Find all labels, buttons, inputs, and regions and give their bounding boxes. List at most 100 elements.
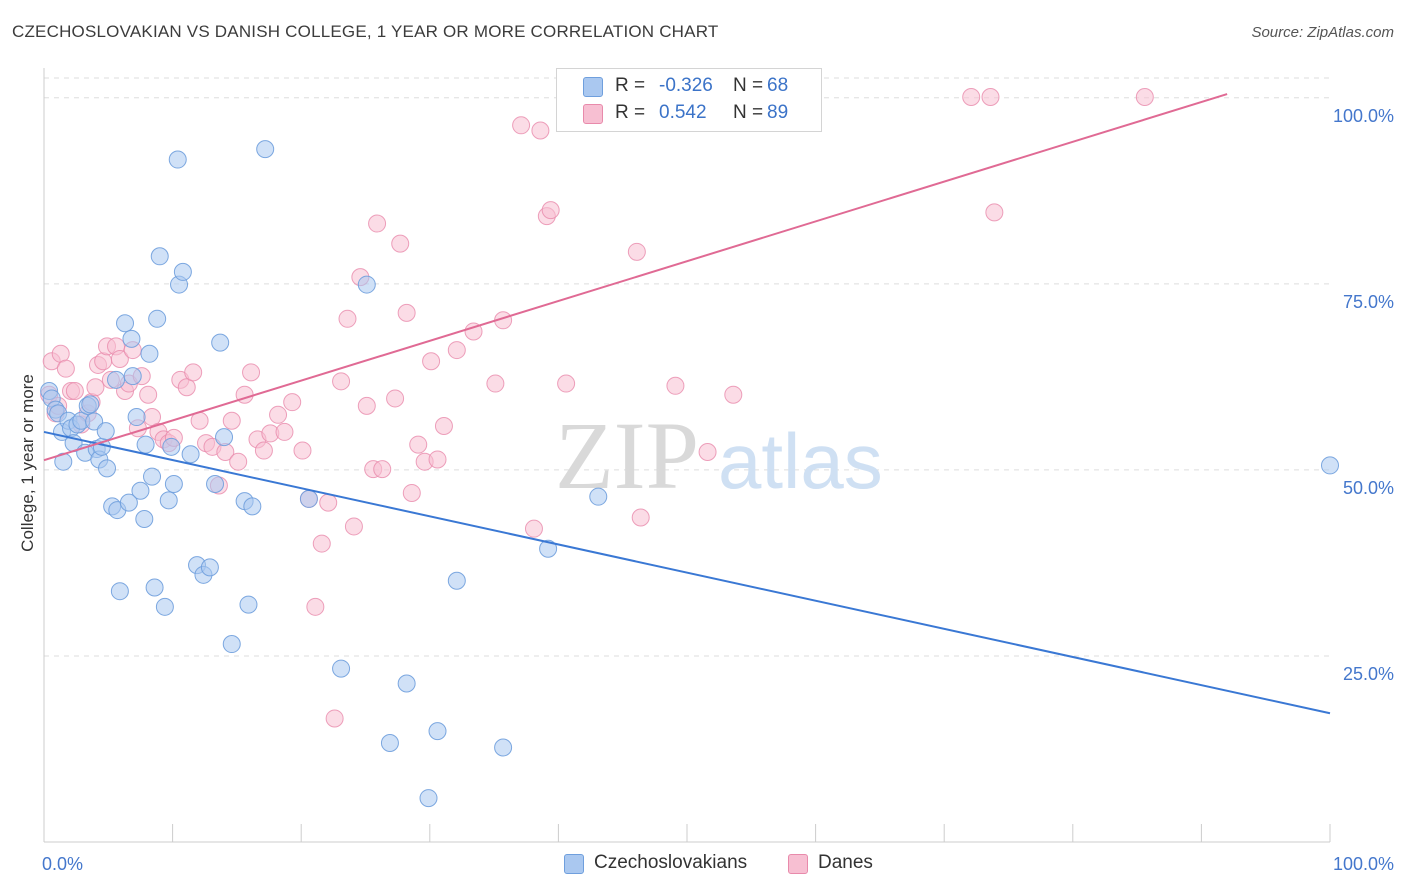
danes-point-44 [269,405,288,424]
danes-point-57 [357,396,376,415]
danes-point-61 [386,389,405,408]
danes-point-68 [428,450,447,469]
danes-point-76 [531,121,550,140]
danes-point-72 [486,374,505,393]
watermark-atlas: atlas [718,417,883,505]
danes-point-67 [422,352,441,371]
danes-point-63 [397,303,416,322]
danes-point-83 [698,443,717,462]
danes-r-label: R = [615,102,646,123]
danes-legend-swatch [788,854,808,874]
danes-point-11 [86,378,105,397]
czech-point-36 [150,247,169,266]
danes-n-value: 89 [767,102,789,123]
danes-point-53 [332,372,351,391]
danes-point-45 [275,422,294,441]
czech-point-48 [206,475,225,494]
czech-point-43 [173,262,192,281]
y-tick-label-25: 25.0% [1343,664,1394,684]
czech-point-51 [222,635,241,654]
czech-point-30 [135,510,154,529]
czech-point-47 [200,558,219,577]
danes-point-49 [306,597,325,616]
y-tick-label-75: 75.0% [1343,292,1394,312]
danes-point-42 [254,441,273,460]
czech-point-41 [168,150,187,169]
danes-point-59 [368,214,387,233]
danes-point-86 [981,88,1000,107]
danes-point-47 [293,441,312,460]
czech-point-29 [131,481,150,500]
czech-point-56 [299,489,318,508]
danes-point-71 [464,322,483,341]
czech-point-65 [539,539,558,558]
czech-point-18 [96,422,115,441]
czech-point-50 [215,428,234,447]
danes-point-31 [184,363,203,382]
czech-point-21 [107,370,126,389]
czech-point-60 [397,674,416,693]
czech-point-61 [419,789,438,808]
czech-point-34 [145,578,164,597]
czech-point-31 [136,435,155,454]
czech-point-57 [332,659,351,678]
czech-point-66 [589,487,608,506]
tick-labels: 25.0% 50.0% 75.0% 100.0% 0.0% 100.0% [42,106,1394,874]
danes-point-82 [666,376,685,395]
correlation-legend: R = -0.326 N = 68 R = 0.542 N = 89 [556,68,822,132]
danes-r-value: 0.542 [659,102,707,123]
czech-point-33 [143,467,162,486]
czech-point-63 [447,571,466,590]
danes-point-69 [434,416,453,435]
danes-point-79 [557,374,576,393]
danes-point-75 [524,519,543,538]
danes-point-51 [319,493,338,512]
czech-point-32 [140,344,159,363]
czech-point-40 [164,475,183,494]
czech-point-59 [380,734,399,753]
danes-point-40 [242,363,261,382]
danes-trendline [43,93,1228,462]
danes-point-64 [402,483,421,502]
danes-point-37 [222,411,241,430]
danes-point-13 [94,352,113,371]
czech-point-13 [81,395,100,414]
x-tick-label-100: 100.0% [1333,854,1394,874]
y-tick-label-100: 100.0% [1333,106,1394,126]
danes-point-74 [512,116,531,135]
axes [43,68,1331,843]
czech-point-52 [239,595,258,614]
czech-swatch [583,77,603,97]
czechoslovakians-label: Czechoslovakians [594,852,748,873]
danes-point-81 [631,508,650,527]
danes-point-23 [139,385,158,404]
gridlines [44,77,1330,657]
watermark-zip: ZIP [555,402,699,509]
danes-point-84 [724,385,743,404]
czech-point-67 [1321,456,1339,475]
danes-n-label: N = [733,102,764,123]
czech-point-64 [494,738,513,757]
czech-point-49 [211,333,230,352]
danes-label: Danes [818,852,873,873]
danes-point-54 [338,309,357,328]
czech-point-38 [159,491,178,510]
danes-point-78 [541,201,560,220]
czech-point-62 [428,722,447,741]
czech-point-24 [116,314,135,333]
czech-point-54 [243,497,262,516]
czech-point-39 [162,437,181,456]
danes-point-7 [65,381,84,400]
danes-point-87 [985,203,1004,222]
danes-point-85 [962,88,981,107]
czech-n-label: N = [733,75,764,96]
czech-point-35 [148,309,167,328]
czech-point-28 [127,408,146,427]
danes-point-60 [373,460,392,479]
source-credit: Source: ZipAtlas.com [1251,24,1394,41]
danes-point-70 [447,341,466,360]
czech-point-26 [122,329,141,348]
danes-point-5 [56,359,75,378]
czech-r-value: -0.326 [659,75,713,96]
